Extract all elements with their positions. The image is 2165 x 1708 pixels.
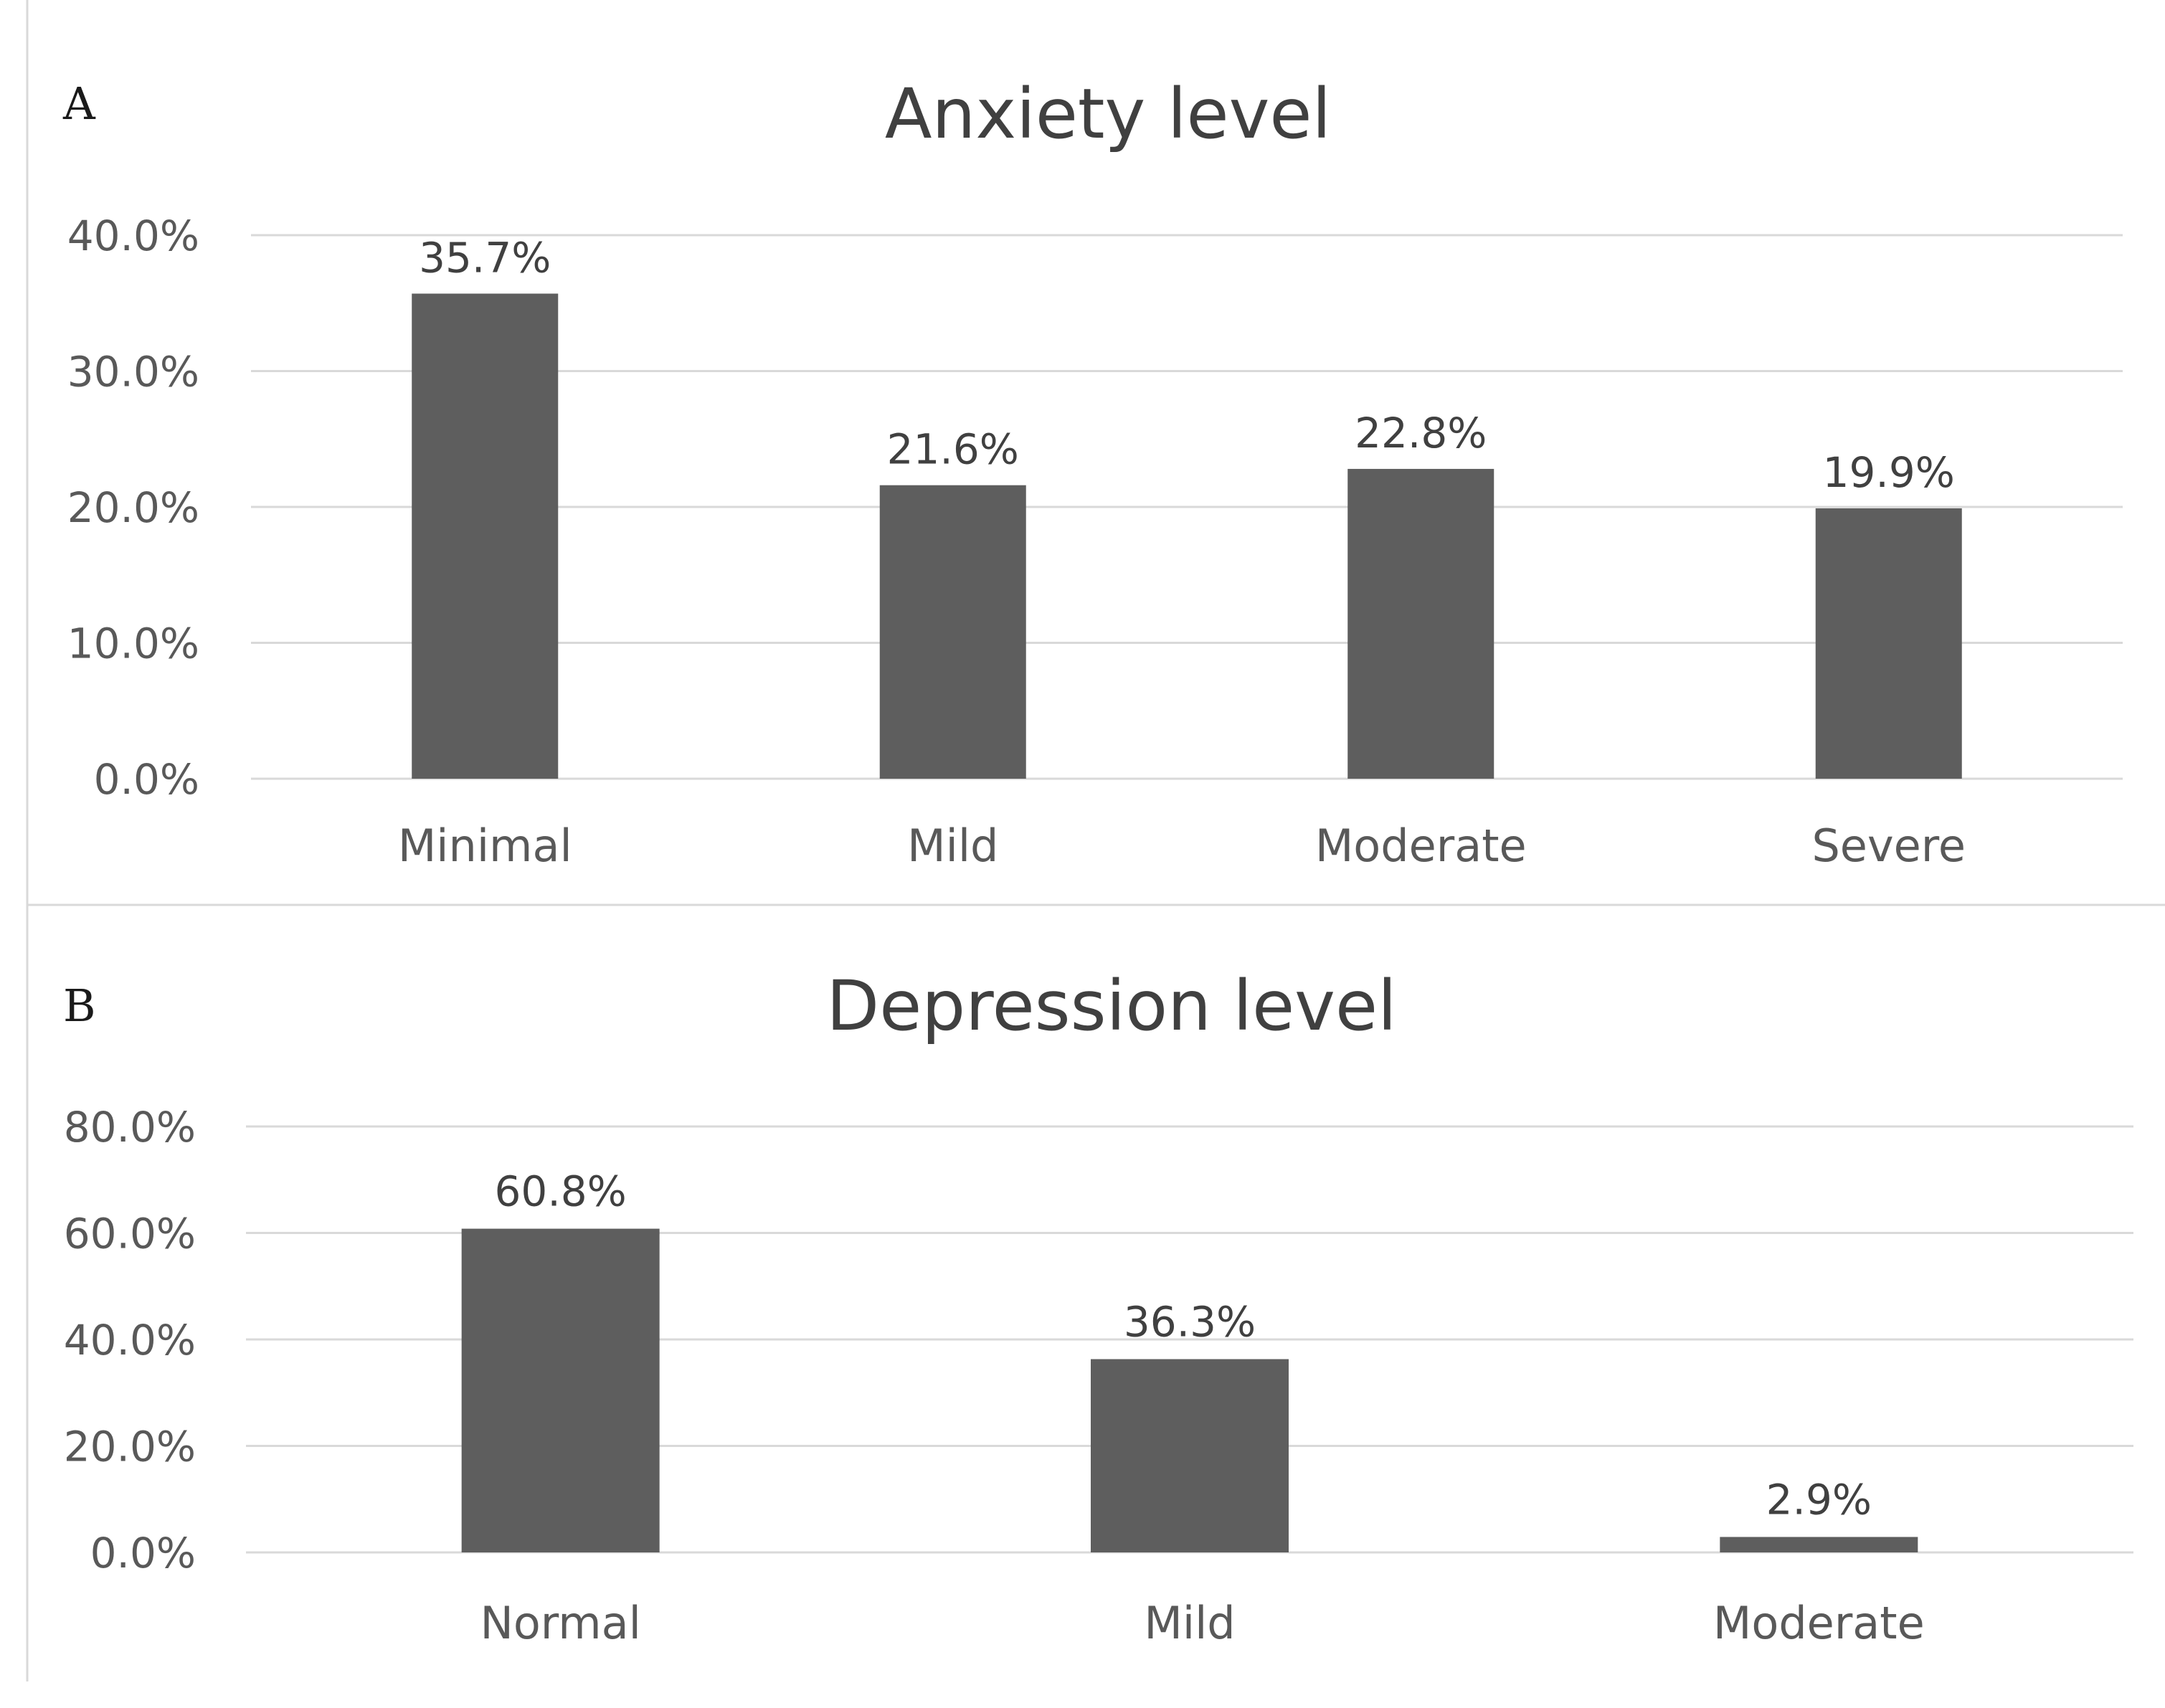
- depression-category-labels: Normal Mild Moderate: [480, 1597, 1925, 1649]
- anxiety-chart-title: Anxiety level: [885, 74, 1331, 154]
- depression-data-labels: 60.8% 36.3% 2.9%: [495, 1167, 1872, 1524]
- anxiety-y-tick-label: 20.0%: [67, 483, 199, 532]
- anxiety-y-axis-ticks: 0.0% 10.0% 20.0% 30.0% 40.0%: [67, 212, 199, 804]
- anxiety-data-label: 22.8%: [1355, 409, 1487, 457]
- depression-data-label: 60.8%: [495, 1167, 627, 1216]
- anxiety-data-label: 19.9%: [1823, 448, 1955, 497]
- anxiety-category-label: Minimal: [398, 820, 572, 872]
- anxiety-category-label: Moderate: [1315, 820, 1527, 872]
- anxiety-y-tick-label: 10.0%: [67, 620, 199, 668]
- depression-data-label: 2.9%: [1766, 1475, 1872, 1524]
- depression-bar-mild: [1091, 1359, 1289, 1552]
- depression-y-tick-label: 0.0%: [90, 1529, 196, 1577]
- anxiety-data-labels: 35.7% 21.6% 22.8% 19.9%: [419, 233, 1955, 496]
- depression-data-label: 36.3%: [1124, 1297, 1256, 1346]
- anxiety-chart: A Anxiety level 0.0% 10.0% 20.0% 30.0% 40.0%…: [62, 74, 2123, 872]
- panel-letter-b: B: [63, 979, 96, 1032]
- depression-bars: [461, 1228, 1918, 1552]
- anxiety-category-label: Severe: [1811, 820, 1966, 872]
- depression-chart: B Depression level 0.0% 20.0% 40.0% 60.0% 80…: [63, 966, 2133, 1649]
- panel-letter-a: A: [62, 77, 96, 130]
- anxiety-category-labels: Minimal Mild Moderate Severe: [398, 820, 1966, 872]
- depression-y-tick-label: 80.0%: [64, 1103, 196, 1152]
- depression-category-label: Normal: [480, 1597, 641, 1649]
- depression-category-label: Mild: [1144, 1597, 1235, 1649]
- depression-category-label: Moderate: [1713, 1597, 1925, 1649]
- depression-y-tick-label: 40.0%: [64, 1316, 196, 1365]
- anxiety-bar-minimal: [412, 293, 559, 779]
- depression-y-tick-label: 60.0%: [64, 1210, 196, 1258]
- anxiety-bars: [412, 293, 1962, 779]
- anxiety-y-tick-label: 40.0%: [67, 212, 199, 260]
- anxiety-y-tick-label: 0.0%: [94, 755, 199, 804]
- depression-bar-normal: [461, 1228, 660, 1552]
- anxiety-y-tick-label: 30.0%: [67, 348, 199, 397]
- anxiety-gridlines: [251, 234, 2123, 780]
- anxiety-bar-moderate: [1347, 468, 1494, 779]
- anxiety-bar-severe: [1815, 508, 1962, 779]
- anxiety-bar-mild: [879, 485, 1026, 779]
- anxiety-category-label: Mild: [907, 820, 998, 872]
- depression-bar-moderate: [1720, 1537, 1918, 1552]
- depression-y-axis-ticks: 0.0% 20.0% 40.0% 60.0% 80.0%: [64, 1103, 196, 1577]
- anxiety-data-label: 35.7%: [419, 233, 551, 282]
- depression-y-tick-label: 20.0%: [64, 1423, 196, 1471]
- depression-chart-title: Depression level: [826, 966, 1396, 1046]
- anxiety-data-label: 21.6%: [887, 425, 1019, 474]
